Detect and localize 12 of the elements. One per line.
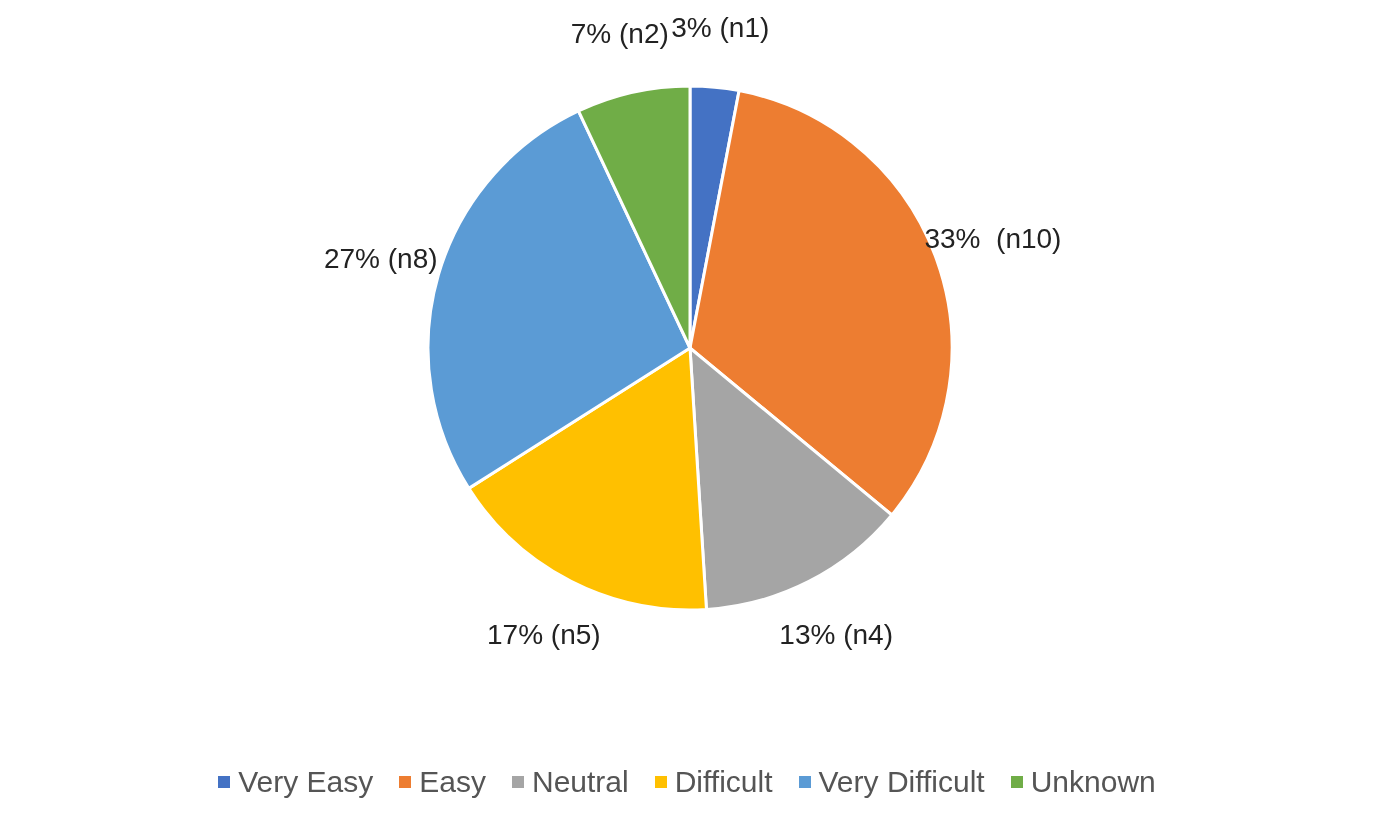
- data-label: 27% (n8): [323, 242, 438, 274]
- legend-label: Very Easy: [237, 765, 374, 799]
- data-label: 7% (n2): [570, 18, 669, 50]
- legend-label: Easy: [418, 765, 486, 799]
- data-label: 3% (n1): [671, 11, 770, 43]
- legend-label: Difficult: [673, 765, 773, 799]
- data-label: 13% (n4): [779, 619, 893, 651]
- legend-label: Unknown: [1029, 765, 1156, 799]
- data-label: 33% (n10): [924, 223, 1062, 255]
- legend-label: Neutral: [531, 765, 629, 799]
- legend-label: Very Difficult: [817, 765, 985, 799]
- data-label: 17% (n5): [487, 619, 601, 651]
